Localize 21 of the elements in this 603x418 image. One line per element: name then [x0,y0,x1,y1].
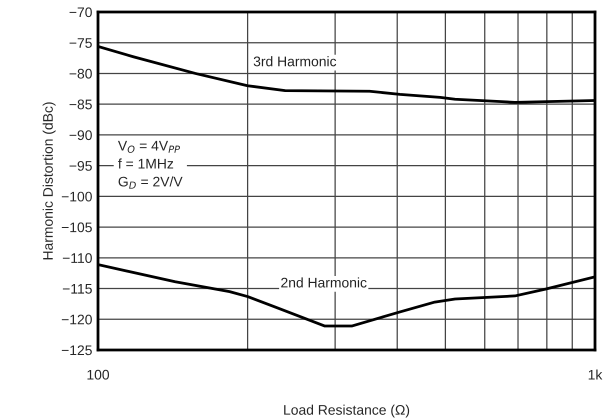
series-label: 3rd Harmonic [254,56,336,66]
annotation: G$_{D}$ = 2V/V [118,176,183,189]
y-tick-label: −90 [70,130,92,140]
x-tick-label: 1k [588,369,602,380]
y-axis-title: Harmonic Distortion (dBc) [42,102,56,260]
y-tick-label: −115 [62,284,92,294]
y-tick-label: −125 [62,345,92,356]
y-tick-label: −85 [70,100,92,110]
x-axis-title: Load Resistance (Ω) [284,404,410,418]
series-label: 2nd Harmonic [281,277,367,288]
y-tick-label: −70 [70,7,92,18]
annotation: f = 1MHz [118,158,174,168]
y-tick-label: −100 [62,192,92,202]
y-tick-label: −95 [70,160,92,171]
y-tick-label: −80 [70,68,92,79]
y-tick-label: −105 [62,222,92,232]
y-tick-label: −75 [70,38,92,48]
y-tick-label: −120 [62,314,92,324]
y-tick-label: −110 [62,253,92,263]
x-tick-label: 100 [87,370,110,380]
annotation: V$_{O}$ = 4V$_{PP}$ [118,140,180,153]
